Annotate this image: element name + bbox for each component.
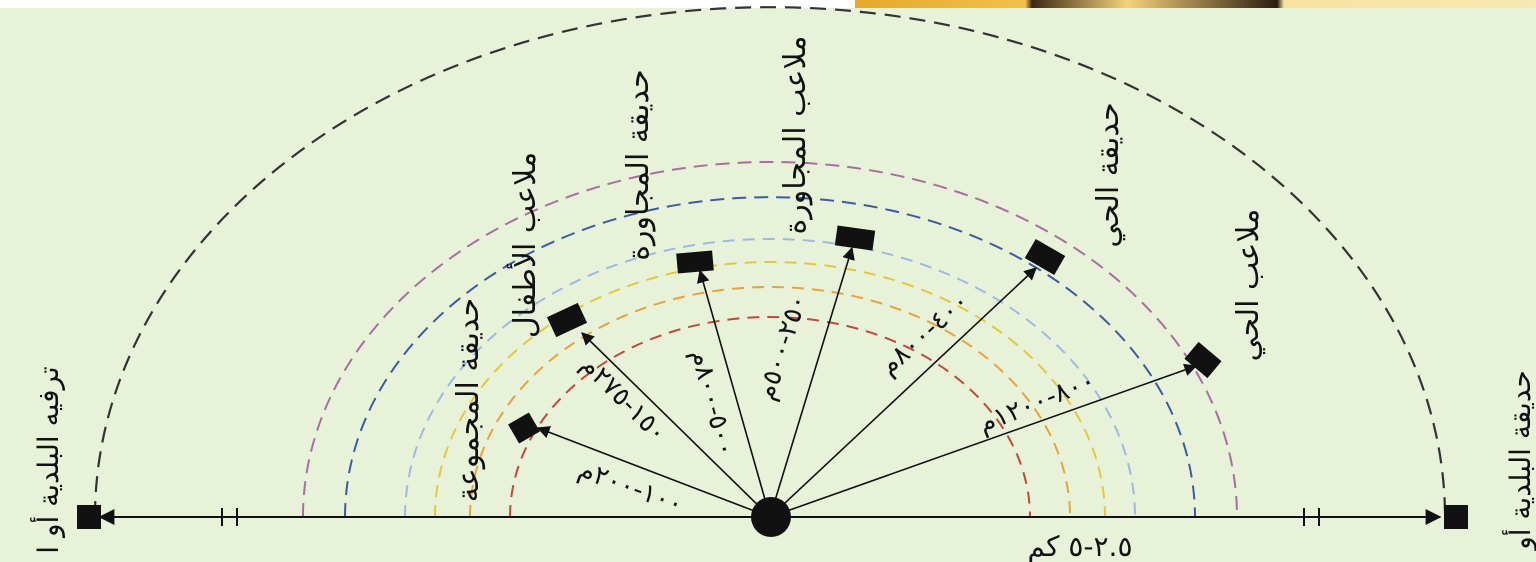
arrow-children-playgrounds [581, 332, 771, 518]
cropped-photo-strip [855, 0, 1536, 8]
label-district-garden: حديقة الحي [1091, 102, 1126, 247]
ring-yellow [434, 261, 1106, 518]
arrow-neighborhood-playgrounds [769, 246, 855, 518]
baseline-distance: ٢.٥-٥ كم [1027, 530, 1132, 562]
square-district-playgrounds [1184, 341, 1222, 379]
distance-neighborhood-playgrounds: ٢٥٠-٥٠٠م [751, 291, 813, 404]
square-group-garden [508, 412, 540, 444]
arrow-group-garden [536, 426, 771, 518]
label-children-playgrounds: ملاعب الأطفال [505, 152, 543, 338]
center-node [751, 497, 791, 537]
label-neighborhood-garden: حديقة المجاورة [621, 69, 656, 260]
ring-blue [344, 196, 1196, 518]
distance-district-garden: ٤٠٠-٨٠٠م [874, 286, 975, 381]
left-end-square [77, 505, 101, 529]
square-neighborhood-garden [676, 250, 714, 274]
distance-district-playgrounds: ٨٠٠-١٢٠٠م [974, 366, 1100, 440]
arrow-district-playgrounds [769, 363, 1198, 518]
label-neighborhood-playgrounds: ملاعب المجاورة [778, 36, 813, 235]
arrow-neighborhood-garden [696, 269, 771, 518]
distance-children-playgrounds: ١٥٠-٢٧٥م [574, 350, 673, 449]
ring-lightblue [404, 238, 1136, 518]
left-end-label: ترفيه البلدية أو ا [29, 366, 65, 553]
ring-purple [302, 161, 1238, 518]
square-neighborhood-playgrounds [834, 225, 876, 251]
label-district-playgrounds: ملاعب الحي [1231, 209, 1266, 362]
right-end-square [1444, 505, 1468, 529]
arrow-district-garden [769, 267, 1037, 518]
ring-red [509, 316, 1031, 518]
ring-outer [93, 5, 1447, 518]
distance-group-garden: ١٠٠-٢٠٠م [574, 455, 687, 521]
square-children-playgrounds [546, 302, 588, 338]
top-strip [0, 0, 1536, 8]
square-district-garden [1024, 238, 1066, 276]
right-end-label: حديقة البلدية أو [1501, 370, 1536, 552]
distance-neighborhood-garden: ٥٠٠-٨٠٠م [684, 346, 741, 459]
label-group-garden: حديقة المجموعة [451, 298, 486, 502]
